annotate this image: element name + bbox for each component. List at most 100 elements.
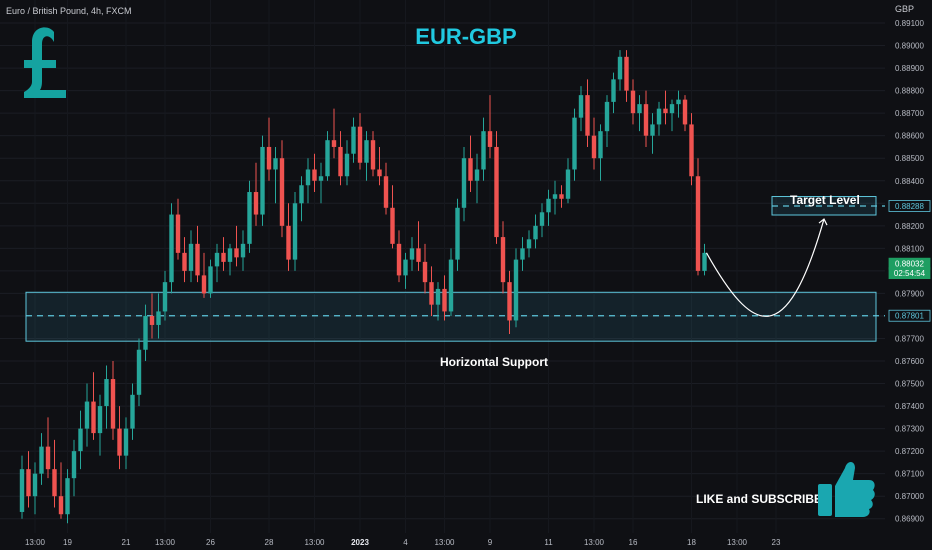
candle [104,365,109,429]
price-tick: 0.87300 [895,425,924,434]
candle [396,230,402,283]
candle-body [663,108,668,114]
candle [390,185,395,249]
candle [221,237,226,271]
candle [19,455,25,519]
price-tick: 0.87200 [895,447,924,456]
candle [240,230,246,271]
price-tick: 0.88700 [895,109,924,118]
time-tick: 18 [687,538,696,547]
candle-body [71,451,77,479]
candle [598,124,603,181]
price-tick: 0.88800 [895,87,924,96]
candle [208,259,213,298]
candle-body [702,252,707,271]
candle-body [58,496,64,515]
time-axis[interactable]: 13:00 19 21 13:00 26 28 13:00 2023 4 13:00 9 11 13:0… [25,538,781,547]
price-tick: 0.89100 [895,19,924,28]
candle [572,108,577,181]
candle-body [637,104,642,114]
candle [455,198,460,271]
price-label-text: 0.87801 [895,312,924,321]
candle-body [617,56,623,80]
price-tick: 0.88500 [895,154,924,163]
price-label-timer: 02:54:54 [888,267,931,280]
candle-body [227,248,233,262]
candle [364,131,369,181]
candle-body [409,248,415,260]
candles [19,50,707,524]
candle-body [377,169,382,177]
candle-body [195,243,200,276]
candle [637,95,642,132]
candle [279,140,285,238]
time-tick: 4 [403,538,408,547]
candle [214,243,220,283]
thumbs-up-icon [818,462,875,517]
candle-body [357,126,363,163]
candle [234,225,239,267]
candle [123,417,129,470]
currency-label: GBP [895,4,915,14]
candle-body [669,104,675,114]
candle-body [201,275,207,294]
candle-body [500,237,506,283]
candle [91,372,96,440]
candle-body [676,99,681,105]
candle [143,304,148,362]
candle-body [221,252,226,262]
candle-body [91,401,96,434]
candle-body [266,146,272,170]
candle-body [84,401,90,429]
candle [650,113,655,154]
projection-curve [705,218,825,317]
candle [175,198,181,260]
candle [559,185,564,208]
candle-body [442,288,447,312]
candle [182,237,187,283]
candle-body [351,126,356,154]
candle-body [578,95,584,118]
time-tick: 11 [544,538,553,547]
time-tick: 13:00 [25,538,46,547]
candle-body [416,248,421,262]
candle [448,248,454,316]
candle [487,95,493,159]
candle [630,79,636,125]
candle-body [19,469,25,512]
candle [403,252,408,289]
symbol-label: Euro / British Pound, 4h, FXCM [6,6,132,16]
candle-body [97,406,103,434]
candle-body [598,131,603,159]
candle [533,214,538,249]
candle-body [234,248,239,258]
candle-body [565,169,571,199]
candle-body [149,315,155,325]
candle-body [45,446,51,470]
candle-body [546,198,551,213]
price-tick: 0.87400 [895,402,924,411]
candle [442,275,447,321]
candle-body [552,194,558,199]
candle-body [494,146,499,238]
candle [578,86,584,132]
target-level-label: Target Level [790,193,860,207]
candle-body [611,79,616,102]
time-tick: 9 [488,538,493,547]
candle [325,131,330,181]
candle [318,162,324,204]
candle [162,270,168,321]
candle [611,72,616,114]
candle [266,117,272,181]
candle [370,131,376,177]
candle [286,203,291,271]
candle [526,230,532,258]
like-subscribe-label: LIKE and SUBSCRIBE [696,492,823,506]
price-axis[interactable]: 0.86900 0.87000 0.87100 0.87200 0.87300 0.874… [888,19,931,524]
candle [195,225,200,283]
candle-body [520,248,525,260]
candle-body [591,135,597,159]
chart-title: EUR-GBP [415,24,517,49]
time-tick: 21 [122,538,131,547]
